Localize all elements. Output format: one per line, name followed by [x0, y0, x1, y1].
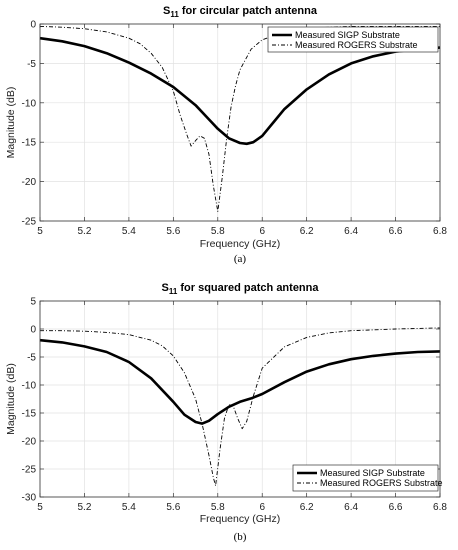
x-tick-label: 6.2 [300, 226, 314, 237]
y-tick-label: -5 [27, 59, 36, 70]
chart-title-rest: for squared patch antenna [177, 282, 319, 294]
x-tick-label: 5.8 [211, 226, 225, 237]
panel-label: (b) [234, 531, 247, 543]
y-tick-label: 5 [30, 297, 36, 308]
chart-title-main: S [163, 5, 170, 17]
legend-entry-2: Measured ROGERS Substrate [295, 40, 418, 50]
y-tick-label: -5 [27, 353, 36, 364]
legend-box [267, 26, 439, 53]
x-tick-label: 5.2 [77, 502, 91, 513]
x-tick-label: 6.6 [389, 226, 403, 237]
x-tick-label: 6.2 [300, 502, 314, 513]
x-tick-label: 6.4 [344, 226, 358, 237]
y-tick-label: -25 [22, 465, 37, 476]
legend-entry-1: Measured SIGP Substrate [295, 30, 400, 40]
plot-area [40, 301, 440, 497]
chart-panel-2: 5 5.2 5.4 5.6 5.8 6 6.2 6.4 6.6 6.8 5 0 -5 -10 -15 -20 -… [5, 282, 447, 543]
x-tick-label: 6.8 [433, 226, 447, 237]
x-tick-label: 5.6 [166, 226, 180, 237]
y-axis-label: Magnitude (dB) [5, 87, 17, 159]
x-tick-label: 6.8 [433, 502, 447, 513]
x-tick-label: 5.4 [122, 226, 136, 237]
y-tick-label: -15 [22, 409, 37, 420]
y-tick-label: -10 [22, 98, 37, 109]
legend-entry-1: Measured SIGP Substrate [320, 468, 425, 478]
y-tick-label: 0 [30, 20, 36, 31]
x-tick-label: 5 [37, 226, 43, 237]
y-tick-label: 0 [30, 325, 36, 336]
x-tick-label: 6.4 [344, 502, 358, 513]
axes-frame [39, 300, 441, 498]
y-tick-label: -30 [22, 493, 37, 504]
series-line-2 [39, 25, 440, 212]
chart-title-rest: for circular patch antenna [179, 5, 318, 17]
x-tick-label: 5 [37, 502, 43, 513]
chart-title-main: S [161, 282, 168, 294]
x-tick-label: 6.6 [389, 502, 403, 513]
chart-title-subscript: 11 [170, 10, 179, 19]
axes-frame [39, 23, 441, 222]
series-line-1 [39, 36, 441, 146]
legend-box [292, 464, 439, 492]
y-tick-label: -25 [22, 217, 37, 228]
panel-label: (a) [234, 253, 247, 265]
x-tick-label: 5.4 [122, 502, 136, 513]
chart-panel-1: 5 5.2 5.4 5.6 5.8 6 6.2 6.4 6.6 6.8 0 -5 -10 -15 -20 -2… [5, 5, 447, 265]
x-tick-label: 5.8 [211, 502, 225, 513]
legend-entry-2: Measured ROGERS Substrate [320, 478, 443, 488]
y-tick-label: -15 [22, 138, 37, 149]
plot-area [40, 24, 440, 221]
x-axis-label: Frequency (GHz) [200, 513, 281, 525]
chart-title: S11 for squared patch antenna [161, 282, 319, 296]
x-tick-label: 6 [259, 502, 265, 513]
y-tick-label: -10 [22, 381, 37, 392]
y-axis-label: Magnitude (dB) [5, 363, 17, 435]
chart-title-subscript: 11 [169, 287, 178, 296]
y-tick-label: -20 [22, 437, 37, 448]
x-tick-label: 5.2 [77, 226, 91, 237]
series-line-1 [39, 338, 441, 425]
chart-title: S11 for circular patch antenna [163, 5, 318, 19]
x-tick-label: 6 [259, 226, 265, 237]
y-tick-label: -20 [22, 177, 37, 188]
x-tick-label: 5.6 [166, 502, 180, 513]
x-axis-label: Frequency (GHz) [200, 238, 281, 250]
